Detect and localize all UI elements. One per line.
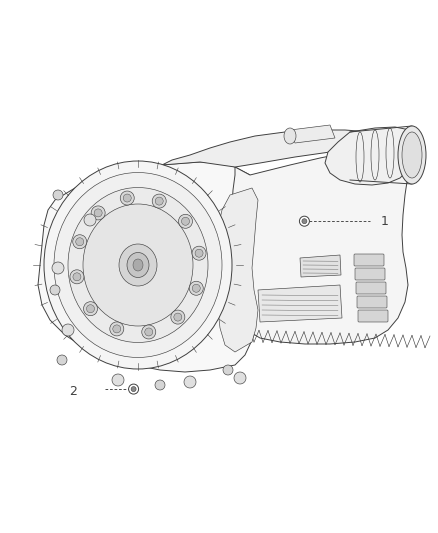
- Circle shape: [152, 194, 166, 208]
- Circle shape: [223, 365, 233, 375]
- Circle shape: [84, 302, 98, 316]
- Ellipse shape: [119, 244, 157, 286]
- Circle shape: [189, 281, 203, 295]
- Circle shape: [192, 284, 200, 292]
- Ellipse shape: [402, 132, 422, 178]
- Circle shape: [302, 219, 307, 224]
- Circle shape: [155, 197, 163, 205]
- FancyBboxPatch shape: [357, 296, 387, 308]
- Circle shape: [123, 194, 131, 202]
- Ellipse shape: [398, 126, 426, 184]
- Circle shape: [142, 325, 156, 339]
- Circle shape: [62, 324, 74, 336]
- Circle shape: [120, 191, 134, 205]
- FancyBboxPatch shape: [358, 310, 388, 322]
- Polygon shape: [300, 255, 341, 277]
- Polygon shape: [215, 188, 258, 352]
- Circle shape: [76, 238, 84, 246]
- Circle shape: [87, 305, 95, 313]
- Ellipse shape: [44, 161, 232, 369]
- Circle shape: [53, 190, 63, 200]
- Polygon shape: [162, 130, 405, 167]
- Circle shape: [57, 355, 67, 365]
- Circle shape: [84, 214, 96, 226]
- FancyBboxPatch shape: [356, 282, 386, 294]
- Ellipse shape: [133, 259, 143, 271]
- Circle shape: [131, 386, 136, 392]
- Circle shape: [155, 380, 165, 390]
- Circle shape: [94, 209, 102, 217]
- FancyBboxPatch shape: [355, 268, 385, 280]
- Circle shape: [300, 216, 309, 226]
- Ellipse shape: [68, 188, 208, 343]
- Circle shape: [179, 214, 192, 228]
- Ellipse shape: [83, 204, 193, 326]
- Circle shape: [73, 273, 81, 281]
- Circle shape: [112, 374, 124, 386]
- Circle shape: [50, 285, 60, 295]
- Ellipse shape: [127, 253, 149, 278]
- Text: 2: 2: [69, 385, 77, 398]
- Circle shape: [113, 325, 121, 333]
- Circle shape: [171, 310, 185, 324]
- Text: 1: 1: [381, 215, 389, 228]
- Polygon shape: [290, 125, 335, 143]
- Polygon shape: [258, 285, 342, 322]
- Circle shape: [52, 262, 64, 274]
- Polygon shape: [38, 162, 260, 372]
- Circle shape: [129, 384, 138, 394]
- Circle shape: [195, 249, 203, 257]
- Circle shape: [192, 246, 206, 260]
- Circle shape: [145, 328, 153, 336]
- FancyBboxPatch shape: [354, 254, 384, 266]
- Ellipse shape: [54, 173, 222, 358]
- Circle shape: [234, 372, 246, 384]
- Circle shape: [91, 206, 105, 220]
- Ellipse shape: [284, 128, 296, 144]
- Circle shape: [73, 235, 87, 249]
- Polygon shape: [325, 127, 420, 185]
- Circle shape: [181, 217, 190, 225]
- Circle shape: [110, 322, 124, 336]
- Circle shape: [184, 376, 196, 388]
- Circle shape: [70, 270, 84, 284]
- Polygon shape: [232, 147, 410, 344]
- Circle shape: [174, 313, 182, 321]
